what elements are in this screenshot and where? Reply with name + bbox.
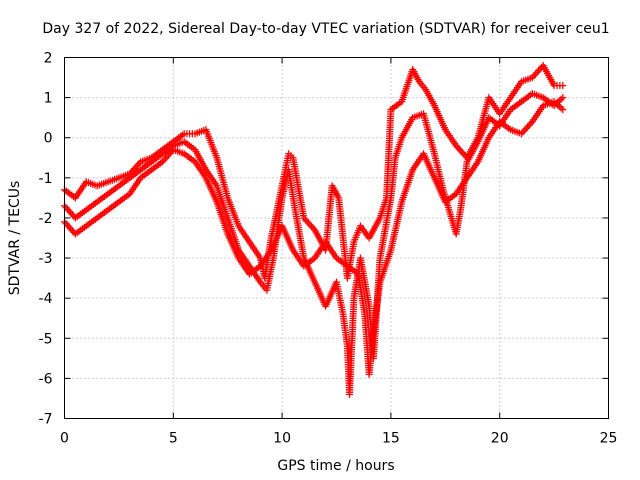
trail-marker — [67, 209, 75, 217]
trail-marker — [62, 204, 70, 212]
trail-marker — [531, 70, 539, 78]
tick-layer: 0 5 10 15 20 25 -7 -6 -5 -4 -3 -2 -1 0 1 2 — [39, 51, 618, 447]
trail-marker — [525, 121, 533, 129]
trail-marker — [134, 161, 142, 169]
data-point — [559, 106, 567, 114]
x-tick-label: 10 — [273, 431, 291, 447]
y-tick-label: -3 — [39, 251, 53, 267]
x-tick-label: 5 — [169, 431, 178, 447]
y-tick-label: -5 — [39, 331, 53, 347]
trail-marker — [65, 207, 73, 215]
y-tick-label: -6 — [39, 371, 53, 387]
y-axis-label: SDTVAR / TECUs — [7, 181, 23, 296]
y-tick-label: -4 — [39, 291, 53, 307]
trail-marker — [524, 123, 532, 131]
y-tick-label: -1 — [39, 171, 53, 187]
y-tick-label: -7 — [39, 412, 53, 428]
x-tick-label: 0 — [60, 431, 69, 447]
trail-marker — [305, 219, 313, 227]
x-tick-label: 20 — [491, 431, 509, 447]
x-axis-label: GPS time / hours — [277, 458, 394, 474]
trail-marker — [557, 104, 565, 112]
trail-marker — [67, 225, 75, 233]
data-point — [559, 82, 567, 90]
trail-marker — [557, 95, 565, 103]
data-point — [559, 94, 567, 102]
trail-marker — [519, 128, 527, 136]
trail-marker — [455, 145, 463, 153]
trail-marker — [522, 125, 530, 133]
trail-marker — [64, 221, 72, 229]
trail-marker — [533, 68, 541, 76]
series-3 — [61, 98, 567, 378]
trail-marker — [62, 220, 70, 228]
trail-marker — [458, 149, 466, 157]
trail-marker — [457, 147, 465, 155]
trail-marker — [535, 67, 543, 75]
trail-marker — [64, 205, 72, 213]
y-tick-label: -2 — [39, 211, 53, 227]
grid-layer — [64, 57, 609, 419]
trail-marker — [65, 223, 73, 231]
trail-marker — [162, 154, 170, 162]
y-tick-label: 1 — [44, 91, 53, 107]
x-tick-label: 25 — [600, 431, 618, 447]
trail-marker — [308, 223, 316, 231]
trail-marker — [306, 221, 314, 229]
y-tick-label: 0 — [44, 131, 53, 147]
y-tick-label: 2 — [44, 51, 53, 67]
series-2 — [61, 90, 567, 398]
plot-frame — [64, 57, 609, 419]
chart-title: Day 327 of 2022, Sidereal Day-to-day VTE… — [42, 21, 609, 37]
x-tick-label: 15 — [382, 431, 400, 447]
data-layer — [61, 62, 567, 398]
trail-marker — [303, 217, 311, 225]
